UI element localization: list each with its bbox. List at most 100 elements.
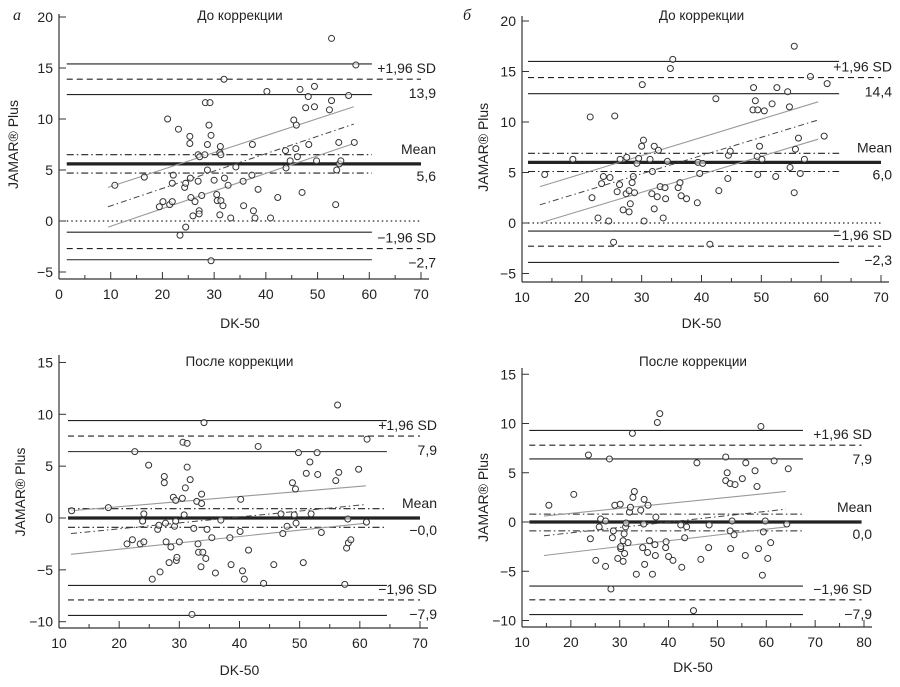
panel-letter: а bbox=[13, 7, 21, 24]
y-tick-label: 10 bbox=[37, 111, 53, 127]
data-point bbox=[302, 104, 310, 112]
data-point bbox=[738, 475, 746, 483]
data-point bbox=[290, 511, 298, 519]
data-point bbox=[773, 84, 781, 92]
data-point bbox=[699, 159, 707, 167]
data-point bbox=[648, 190, 656, 198]
data-point bbox=[298, 188, 306, 196]
data-point bbox=[665, 552, 673, 560]
panel-title: После коррекции bbox=[186, 354, 294, 369]
data-point bbox=[806, 73, 814, 81]
data-point bbox=[794, 134, 802, 142]
data-point bbox=[232, 163, 240, 171]
data-point bbox=[344, 515, 352, 523]
data-point bbox=[217, 151, 225, 159]
data-point bbox=[640, 495, 648, 503]
data-point bbox=[332, 477, 340, 485]
x-tick-label: 10 bbox=[103, 286, 119, 302]
data-point bbox=[180, 511, 188, 519]
data-point bbox=[302, 469, 310, 477]
data-point bbox=[638, 142, 646, 150]
data-point bbox=[251, 214, 259, 222]
data-point bbox=[666, 64, 674, 72]
data-point bbox=[335, 468, 343, 476]
x-tick-label: 70 bbox=[873, 289, 889, 305]
data-point bbox=[592, 556, 600, 564]
x-tick-label: 70 bbox=[413, 286, 429, 302]
data-point bbox=[621, 550, 629, 558]
data-point bbox=[140, 538, 148, 546]
data-point bbox=[751, 97, 759, 105]
mean-label: Mean bbox=[402, 495, 437, 511]
data-point bbox=[823, 80, 831, 88]
upper-sd-label: +1,96 SD bbox=[833, 59, 892, 75]
data-point bbox=[586, 535, 594, 543]
y-tick-label: 10 bbox=[500, 416, 516, 432]
data-point bbox=[712, 95, 720, 103]
lower-sd-label: −1,96 SD bbox=[377, 230, 436, 246]
data-point bbox=[598, 180, 606, 188]
data-point bbox=[328, 97, 336, 105]
upper-sd-label: +1,96 SD bbox=[377, 60, 436, 76]
data-point bbox=[796, 170, 804, 178]
mean-label: Mean bbox=[837, 499, 872, 515]
data-point bbox=[111, 181, 119, 189]
x-axis-label: DK-50 bbox=[673, 659, 713, 675]
data-point bbox=[669, 556, 677, 564]
y-tick-label: 10 bbox=[500, 114, 516, 130]
data-point bbox=[696, 170, 704, 178]
y-tick-label: −5 bbox=[37, 562, 53, 578]
data-point bbox=[677, 521, 685, 529]
data-point bbox=[296, 85, 304, 93]
data-point bbox=[677, 192, 685, 200]
data-point bbox=[594, 214, 602, 222]
data-point bbox=[759, 528, 767, 536]
data-point bbox=[626, 503, 634, 511]
data-point bbox=[614, 554, 622, 562]
data-point bbox=[140, 173, 148, 181]
upper-sd-label: +1,96 SD bbox=[813, 426, 872, 442]
data-point bbox=[188, 610, 196, 618]
data-point bbox=[104, 504, 112, 512]
data-point bbox=[178, 494, 186, 502]
data-point bbox=[662, 538, 670, 546]
y-tick-label: 15 bbox=[500, 64, 516, 80]
data-point bbox=[200, 419, 208, 427]
data-point bbox=[292, 519, 300, 527]
data-point bbox=[245, 546, 253, 554]
chart-panel-3: 10 20 30 40 50 60 70 −10 −5 0 5 10 15 После коррекции… bbox=[12, 354, 437, 678]
data-point bbox=[294, 449, 302, 457]
data-point bbox=[706, 240, 714, 248]
data-point bbox=[160, 473, 168, 481]
data-point bbox=[286, 157, 294, 165]
data-point bbox=[724, 175, 732, 183]
data-point bbox=[226, 534, 234, 542]
data-point bbox=[640, 217, 648, 225]
x-tick-label: 70 bbox=[807, 634, 823, 650]
data-point bbox=[654, 146, 662, 154]
x-tick-label: 60 bbox=[361, 286, 377, 302]
data-point bbox=[207, 131, 215, 139]
y-tick-label: 0 bbox=[45, 510, 53, 526]
y-tick-label: −5 bbox=[500, 563, 516, 579]
data-point bbox=[624, 539, 632, 547]
data-point bbox=[341, 580, 349, 588]
data-point bbox=[347, 536, 355, 544]
regression-ci-upper bbox=[107, 106, 354, 188]
y-tick-label: 0 bbox=[508, 514, 516, 530]
data-point bbox=[168, 179, 176, 187]
data-point bbox=[683, 523, 691, 531]
data-point bbox=[190, 524, 198, 532]
x-tick-label: 20 bbox=[574, 289, 590, 305]
data-point bbox=[199, 548, 207, 556]
data-point bbox=[182, 179, 190, 187]
data-point bbox=[282, 164, 290, 172]
data-point bbox=[345, 92, 353, 100]
data-point bbox=[628, 179, 636, 187]
mean-value: 5,6 bbox=[417, 168, 437, 184]
data-point bbox=[176, 231, 184, 239]
data-point bbox=[584, 451, 592, 459]
data-point bbox=[661, 184, 669, 192]
data-point bbox=[139, 517, 147, 525]
y-tick-label: 15 bbox=[37, 60, 53, 76]
